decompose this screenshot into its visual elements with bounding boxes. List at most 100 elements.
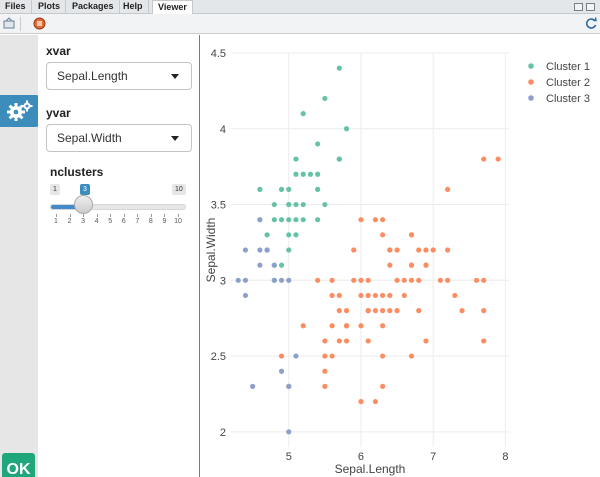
data-point-cluster-2 <box>380 308 386 314</box>
legend-marker-cluster-1[interactable] <box>528 63 534 69</box>
data-point-cluster-2 <box>365 277 371 283</box>
slider-track[interactable] <box>50 204 186 210</box>
nclusters-slider[interactable]: 1 3 10 1 2 3 4 5 6 7 8 9 10 <box>50 183 188 233</box>
tab-viewer[interactable]: Viewer <box>152 0 193 15</box>
data-point-cluster-1 <box>307 171 314 177</box>
y-tick-label: 4 <box>220 124 226 136</box>
toolbar-separator <box>20 17 21 31</box>
tab-packages[interactable]: Packages <box>67 0 120 14</box>
data-point-cluster-3 <box>242 277 249 283</box>
slider-tick <box>150 214 152 217</box>
viewer-toolbar <box>0 14 600 34</box>
slider-tick <box>56 214 57 217</box>
xvar-select-value: Sepal.Length <box>57 69 128 83</box>
slider-tick <box>83 214 85 217</box>
legend-label-cluster-1[interactable]: Cluster 1 <box>546 61 590 73</box>
legend-label-cluster-3[interactable]: Cluster 3 <box>546 93 590 105</box>
refresh-icon[interactable] <box>585 17 598 30</box>
data-point-cluster-1 <box>286 201 292 208</box>
minimize-pane-icon[interactable] <box>574 3 583 11</box>
data-point-cluster-2 <box>336 292 342 299</box>
data-point-cluster-2 <box>430 247 436 253</box>
data-point-cluster-2 <box>387 262 393 268</box>
data-point-cluster-1 <box>278 186 285 192</box>
data-point-cluster-1 <box>300 201 306 208</box>
y-tick-label: 3 <box>220 275 226 287</box>
settings-tab-button[interactable] <box>0 95 46 127</box>
data-point-cluster-2 <box>358 398 364 405</box>
data-point-cluster-1 <box>293 201 299 208</box>
slider-max-badge: 10 <box>172 184 186 195</box>
data-point-cluster-2 <box>365 292 371 299</box>
slider-tick-label: 1 <box>54 218 58 225</box>
slider-min-badge: 1 <box>50 184 60 195</box>
data-point-cluster-3 <box>250 383 256 389</box>
data-point-cluster-2 <box>343 338 350 344</box>
data-point-cluster-1 <box>300 171 306 177</box>
y-tick-label: 3.5 <box>211 200 226 212</box>
data-point-cluster-1 <box>322 95 328 102</box>
yvar-select-value: Sepal.Width <box>57 131 122 145</box>
data-point-cluster-2 <box>380 383 386 389</box>
data-point-cluster-2 <box>358 323 364 329</box>
data-point-cluster-1 <box>322 201 328 208</box>
data-point-cluster-2 <box>423 247 429 253</box>
slider-tick <box>137 214 139 217</box>
maximize-pane-icon[interactable] <box>586 3 595 11</box>
slider-tick <box>69 214 71 217</box>
data-point-cluster-1 <box>336 65 342 71</box>
data-point-cluster-1 <box>343 126 350 132</box>
slider-tick <box>110 214 112 217</box>
legend-marker-cluster-3[interactable] <box>528 95 534 101</box>
data-point-cluster-2 <box>329 323 335 329</box>
data-point-cluster-1 <box>293 171 299 177</box>
yvar-select[interactable]: Sepal.Width <box>46 124 192 152</box>
chevron-down-icon <box>171 136 179 141</box>
data-point-cluster-2 <box>358 292 364 299</box>
data-point-cluster-1 <box>293 217 299 223</box>
data-point-cluster-1 <box>271 201 277 208</box>
data-point-cluster-2 <box>408 262 415 268</box>
data-point-cluster-2 <box>394 277 400 283</box>
tab-plots[interactable]: Plots <box>33 0 67 14</box>
data-point-cluster-2 <box>459 308 465 314</box>
data-point-cluster-3 <box>242 292 249 299</box>
x-axis-title: Sepal.Length <box>335 462 406 476</box>
legend-marker-cluster-2[interactable] <box>528 79 534 85</box>
data-point-cluster-3 <box>293 353 299 359</box>
data-point-cluster-2 <box>401 292 407 299</box>
export-icon[interactable] <box>3 17 16 30</box>
slider-tick-label: 6 <box>121 218 126 225</box>
data-point-cluster-2 <box>300 323 306 329</box>
stop-icon[interactable] <box>33 17 46 30</box>
xvar-label: xvar <box>46 44 71 58</box>
data-point-cluster-1 <box>315 171 321 177</box>
data-point-cluster-2 <box>481 156 487 162</box>
data-point-cluster-3 <box>257 262 263 268</box>
data-point-cluster-2 <box>423 338 429 344</box>
data-point-cluster-2 <box>380 217 386 223</box>
data-point-cluster-2 <box>351 247 357 253</box>
data-point-cluster-2 <box>408 277 415 283</box>
data-point-cluster-1 <box>315 141 321 147</box>
tab-files[interactable]: Files <box>0 0 32 14</box>
data-point-cluster-3 <box>242 247 249 253</box>
data-point-cluster-1 <box>286 247 292 253</box>
xvar-select[interactable]: Sepal.Length <box>46 62 192 90</box>
data-point-cluster-1 <box>271 217 277 223</box>
ok-button[interactable]: OK <box>2 453 35 477</box>
data-point-cluster-3 <box>278 368 285 374</box>
data-point-cluster-2 <box>278 353 285 359</box>
data-point-cluster-2 <box>380 353 386 359</box>
data-point-cluster-2 <box>416 277 422 283</box>
data-point-cluster-2 <box>372 398 379 405</box>
data-point-cluster-2 <box>322 368 328 374</box>
data-point-cluster-2 <box>365 308 371 314</box>
slider-handle[interactable] <box>73 195 93 214</box>
data-point-cluster-1 <box>286 232 292 238</box>
data-point-cluster-2 <box>452 292 458 299</box>
legend-label-cluster-2[interactable]: Cluster 2 <box>546 77 590 89</box>
tab-help[interactable]: Help <box>118 0 149 14</box>
gadget-side-strip: OK <box>0 35 46 477</box>
data-point-cluster-2 <box>358 217 364 223</box>
